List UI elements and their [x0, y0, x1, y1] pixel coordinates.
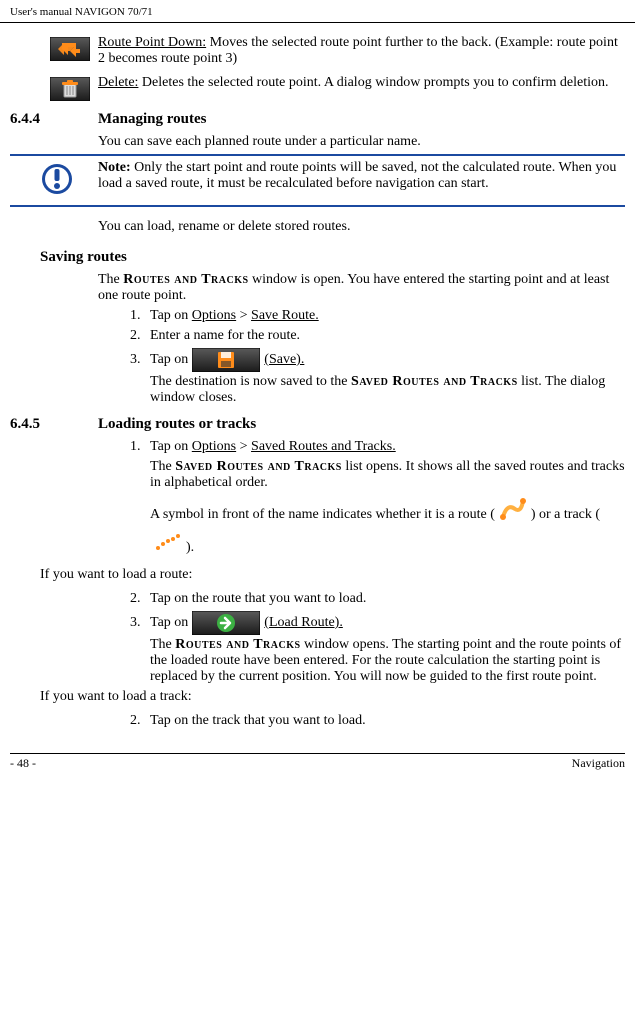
exclamation-circle-icon: [40, 185, 74, 200]
item-delete: Delete: Deletes the selected route point…: [10, 75, 625, 101]
note-rule-top: [10, 154, 625, 156]
note-rule-bottom: [10, 205, 625, 207]
note-block: Note: Only the start point and route poi…: [10, 154, 625, 207]
section-number: 6.4.4: [10, 111, 98, 128]
rpd-label: Route Point Down:: [98, 35, 206, 50]
routes-and-tracks-ref: Routes and Tracks: [123, 272, 248, 287]
save-route-link[interactable]: Save Route.: [251, 308, 319, 323]
saving-step-1: Tap on Options > Save Route.: [144, 308, 625, 324]
section-645-heading: 6.4.5 Loading routes or tracks: [10, 416, 625, 433]
trash-icon: [50, 77, 90, 101]
load-track-heading: If you want to load a track:: [40, 689, 625, 705]
sec644-intro: You can save each planned route under a …: [98, 134, 625, 150]
routes-and-tracks-ref: Routes and Tracks: [175, 637, 300, 652]
footer-section: Navigation: [572, 756, 625, 771]
header-title: User's manual NAVIGON 70/71: [10, 6, 153, 18]
saving-p1: The Routes and Tracks window is open. Yo…: [98, 272, 625, 304]
del-text: Deletes the selected route point. A dial…: [138, 75, 608, 90]
load-route-heading: If you want to load a route:: [40, 567, 625, 583]
item-route-point-down: Route Point Down: Moves the selected rou…: [10, 35, 625, 67]
saving-step-2: Enter a name for the route.: [144, 328, 625, 344]
sec644-after-note: You can load, rename or delete stored ro…: [98, 219, 625, 235]
options-link[interactable]: Options: [192, 308, 236, 323]
load-track-step-2: Tap on the track that you want to load.: [144, 713, 625, 729]
loading-step-1: Tap on Options > Saved Routes and Tracks…: [144, 439, 625, 563]
saving-step-3: Tap on (S: [144, 348, 625, 406]
del-label: Delete:: [98, 75, 138, 90]
saved-routes-ref: Saved Routes and Tracks: [351, 374, 518, 389]
section-title: Loading routes or tracks: [98, 416, 256, 433]
saved-routes-ref: Saved Routes and Tracks: [175, 459, 342, 474]
page-header: User's manual NAVIGON 70/71: [0, 0, 635, 20]
icon-cell: [10, 75, 98, 101]
icon-cell: [10, 35, 98, 61]
load-route-action-label: (Load Route).: [264, 615, 343, 631]
saved-routes-link[interactable]: Saved Routes and Tracks.: [251, 439, 396, 454]
page-footer: - 48 - Navigation: [0, 754, 635, 779]
route-symbol-icon: [499, 497, 527, 532]
section-644-heading: 6.4.4 Managing routes: [10, 111, 625, 128]
load-route-step-2: Tap on the route that you want to load.: [144, 591, 625, 607]
saving-heading: Saving routes: [40, 249, 625, 266]
load-route-button-icon[interactable]: [192, 611, 260, 635]
footer-page: - 48 -: [10, 756, 36, 771]
note-text: Only the start point and route points wi…: [98, 160, 616, 191]
options-link[interactable]: Options: [192, 439, 236, 454]
route-point-down-icon: [50, 37, 90, 61]
load-route-step-3: Tap on (Load Route). The Routes and Trac…: [144, 611, 625, 685]
header-rule: [0, 22, 635, 23]
section-title: Managing routes: [98, 111, 206, 128]
note-bold: Note:: [98, 160, 131, 175]
section-number: 6.4.5: [10, 416, 98, 433]
track-symbol-icon: [154, 532, 182, 563]
icon-cell: [10, 160, 98, 201]
save-button-icon[interactable]: [192, 348, 260, 372]
save-action-label: (Save).: [264, 352, 304, 368]
